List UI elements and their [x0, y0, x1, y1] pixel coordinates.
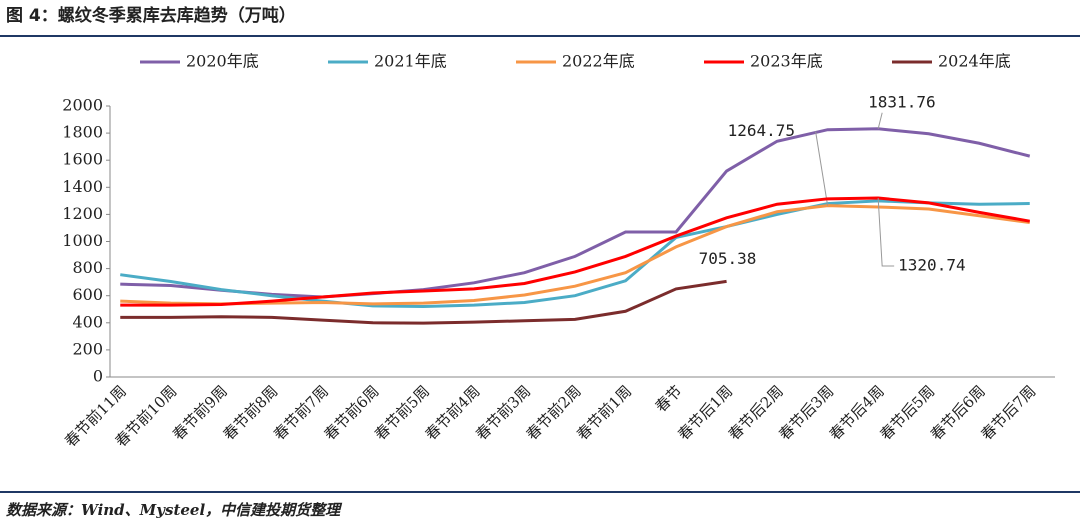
data-label: 1831.76 — [868, 92, 935, 111]
series-line — [120, 196, 1030, 307]
legend-label: 2022年底 — [562, 52, 635, 71]
data-label: 1320.74 — [898, 256, 965, 275]
x-tick-label: 春节前1周 — [573, 382, 635, 444]
x-tick-label: 春节后7周 — [977, 382, 1039, 444]
figure-title: 图 4：螺纹冬季累库去库趋势（万吨） — [6, 5, 296, 26]
source: 数据来源：Wind、Mysteel，中信建投期货整理 — [6, 501, 343, 519]
series-line — [120, 199, 1030, 309]
y-tick-label: 1000 — [62, 231, 103, 250]
legend-label: 2024年底 — [938, 52, 1011, 71]
y-tick-label: 600 — [72, 285, 103, 304]
y-tick-label: 200 — [72, 339, 103, 358]
legend-label: 2023年底 — [750, 52, 823, 71]
annotation-leader — [815, 131, 829, 206]
data-label: 705.38 — [699, 249, 757, 268]
y-tick-label: 0 — [93, 367, 103, 386]
series-line — [120, 204, 1030, 306]
y-tick-label: 1800 — [62, 123, 103, 142]
data-label: 1264.75 — [728, 121, 795, 140]
y-tick-label: 1400 — [62, 177, 103, 196]
y-tick-label: 800 — [72, 258, 103, 277]
legend-label: 2020年底 — [186, 52, 259, 71]
legend-label: 2021年底 — [374, 52, 447, 71]
y-tick-label: 400 — [72, 312, 103, 331]
y-tick-label: 1600 — [62, 150, 103, 169]
annotation-leader — [877, 112, 883, 129]
y-tick-label: 2000 — [62, 96, 103, 115]
y-tick-label: 1200 — [62, 204, 103, 223]
series-line — [120, 279, 727, 325]
annotation-leader — [877, 198, 895, 267]
x-tick-label: 春节 — [652, 382, 686, 416]
